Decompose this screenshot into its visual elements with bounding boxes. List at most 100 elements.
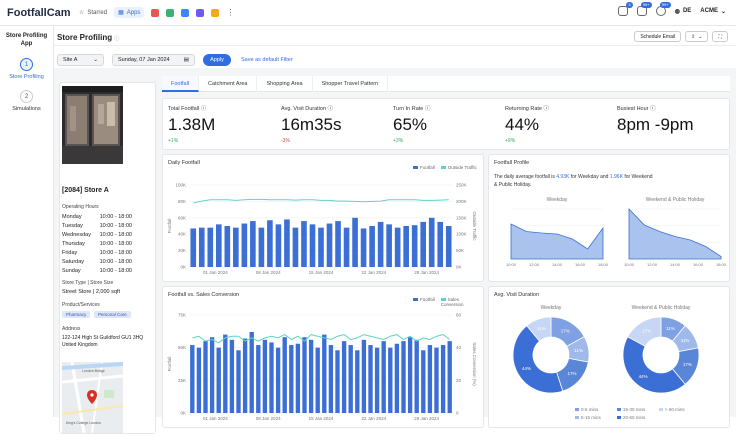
org-selector[interactable]: ACME ⌄ xyxy=(700,8,726,15)
alert-icon[interactable]: 99+ xyxy=(655,2,671,16)
y-tick-label: 75K xyxy=(178,313,186,318)
daily-footfall-panel: Daily Footfall Footfall Outside Traffic … xyxy=(162,154,484,282)
x-tick-label: 08 Jan 2024 xyxy=(256,270,281,275)
slice-label: 44% xyxy=(639,374,648,379)
bar xyxy=(275,224,282,267)
bar xyxy=(224,226,231,267)
app-shortcut-icon[interactable] xyxy=(196,8,205,17)
kpi-value: 44% xyxy=(505,115,540,134)
app-shortcut-icon[interactable] xyxy=(151,8,160,17)
bar xyxy=(386,224,392,267)
main-area: Store Profiling ⓘ Schedule Email ⇪ ⌄ ⛶ Si… xyxy=(54,26,736,434)
app-shortcut-icon[interactable] xyxy=(181,8,190,17)
apps-link[interactable]: ▦ Apps xyxy=(114,7,145,18)
fullscreen-button[interactable]: ⛶ xyxy=(712,31,728,42)
bar xyxy=(242,338,248,413)
info-icon: ⓘ xyxy=(200,106,207,112)
y-tick-label: 80K xyxy=(178,199,186,204)
y2-tick-label: 200K xyxy=(456,199,467,204)
x-tick-label: 10:00 xyxy=(624,262,635,267)
panel-title: Footfall vs. Sales Conversion xyxy=(168,292,240,298)
notification-icon[interactable]: 5 xyxy=(617,2,633,16)
x-tick-label: 16:00 xyxy=(693,262,704,267)
bar xyxy=(315,347,320,413)
schedule-email-button[interactable]: Schedule Email xyxy=(634,31,682,42)
bar xyxy=(377,221,384,267)
share-icon: ⇪ xyxy=(691,33,696,40)
footfall-profile-panel: Footfall Profile The daily average footf… xyxy=(488,154,730,282)
x-tick-label: 16:00 xyxy=(575,262,586,267)
x-tick-label: 22 Jan 2024 xyxy=(361,270,386,275)
language-label: DE xyxy=(682,8,692,14)
badge-count: 99+ xyxy=(659,2,671,8)
message-icon[interactable]: 99+ xyxy=(636,2,652,16)
sidebar-title: Store Profiling App xyxy=(5,33,48,47)
y2-tick-label: 0K xyxy=(456,265,462,270)
save-default-filter-link[interactable]: Save as default Filter xyxy=(241,57,293,63)
bar xyxy=(198,227,205,267)
bar xyxy=(407,337,413,413)
hours-row: Friday 10:00 - 18:00 xyxy=(62,249,152,258)
logo[interactable]: FootfallCam xyxy=(7,6,71,19)
app-shortcut-icon[interactable] xyxy=(166,8,175,17)
store-name: [2084] Store A xyxy=(62,187,109,194)
bar xyxy=(427,345,433,413)
content-area: Footfall Catchment Area Shopping Area Sh… xyxy=(162,76,730,428)
hours-row: Saturday 10:00 - 18:00 xyxy=(62,258,152,267)
bar xyxy=(411,225,418,267)
weekday-average: 4.93K xyxy=(556,174,570,180)
star-icon: ☆ xyxy=(79,10,85,16)
kpi-avg-visit-duration: Avg. Visit Duration ⓘ 16m35s -3% xyxy=(281,104,341,144)
legend-label: 15-30 mins xyxy=(623,407,646,412)
tab-shopping-area[interactable]: Shopping Area xyxy=(257,76,313,92)
slice-label: 11% xyxy=(666,326,675,331)
bar xyxy=(215,224,222,267)
step-number: 1 xyxy=(20,58,33,71)
bar xyxy=(207,227,214,267)
top-bar: FootfallCam ☆ Starred ▦ Apps ⋮ 5 99+ 99+… xyxy=(0,0,736,26)
apply-button[interactable]: Apply xyxy=(203,54,231,66)
sidebar-step-store-profiling[interactable]: 1 Store Profiling xyxy=(0,58,53,80)
y2-tick-label: 60 xyxy=(456,313,462,318)
kpi-value: 8pm -9pm xyxy=(617,115,694,134)
app-shortcut-icon[interactable] xyxy=(211,8,220,17)
more-icon[interactable]: ⋮ xyxy=(226,8,235,17)
bar xyxy=(394,227,401,267)
bar xyxy=(447,341,452,413)
bar xyxy=(341,341,347,413)
hours-day: Monday xyxy=(62,214,82,220)
panel-title: Avg. Visit Duration xyxy=(494,292,540,298)
pie-slice xyxy=(627,316,662,347)
bar xyxy=(343,227,350,267)
starred-link[interactable]: ☆ Starred xyxy=(79,9,107,17)
store-map[interactable]: London Bridge King's College London xyxy=(62,362,123,433)
share-button[interactable]: ⇪ ⌄ xyxy=(685,31,709,42)
info-icon: ⓘ xyxy=(114,36,120,42)
grid-icon: ▦ xyxy=(118,10,124,16)
date-picker[interactable]: Sunday, 07 Jan 2024 ▤ xyxy=(112,54,195,66)
bar xyxy=(348,345,353,413)
bar xyxy=(267,220,273,267)
language-selector[interactable]: ◍ DE xyxy=(675,8,692,15)
pie-slice xyxy=(526,316,552,342)
kpi-value: 1.38M xyxy=(168,115,216,134)
org-label: ACME xyxy=(700,8,718,14)
product-tag: Personal Care xyxy=(93,311,131,318)
x-tick-label: 12:00 xyxy=(529,262,540,267)
info-icon: ⓘ xyxy=(327,106,334,112)
bar xyxy=(236,350,241,413)
step-label: Store Profiling xyxy=(9,74,44,80)
kpi-row: Total Footfall ⓘ 1.38M +1% Avg. Visit Du… xyxy=(162,98,730,150)
footfall-profile-chart: Weekday 10:00 12:00 14:00 16:00 18:00 Weekend … xyxy=(506,197,727,267)
y-tick-label: 20K xyxy=(178,248,186,253)
sidebar-step-simulations[interactable]: 2 Simulations xyxy=(0,90,53,112)
tab-footfall[interactable]: Footfall xyxy=(162,76,200,92)
bar xyxy=(440,345,446,413)
site-select[interactable]: Site A ⌄ xyxy=(57,54,104,66)
hours-day: Sunday xyxy=(62,268,81,274)
tab-catchment-area[interactable]: Catchment Area xyxy=(199,76,258,92)
operating-hours: Operating Hours Monday 10:00 - 18:00 Tuesd… xyxy=(62,204,152,276)
bar xyxy=(445,226,452,267)
tab-shopper-travel-pattern[interactable]: Shopper Travel Pattern xyxy=(313,76,389,92)
bar xyxy=(318,227,324,267)
